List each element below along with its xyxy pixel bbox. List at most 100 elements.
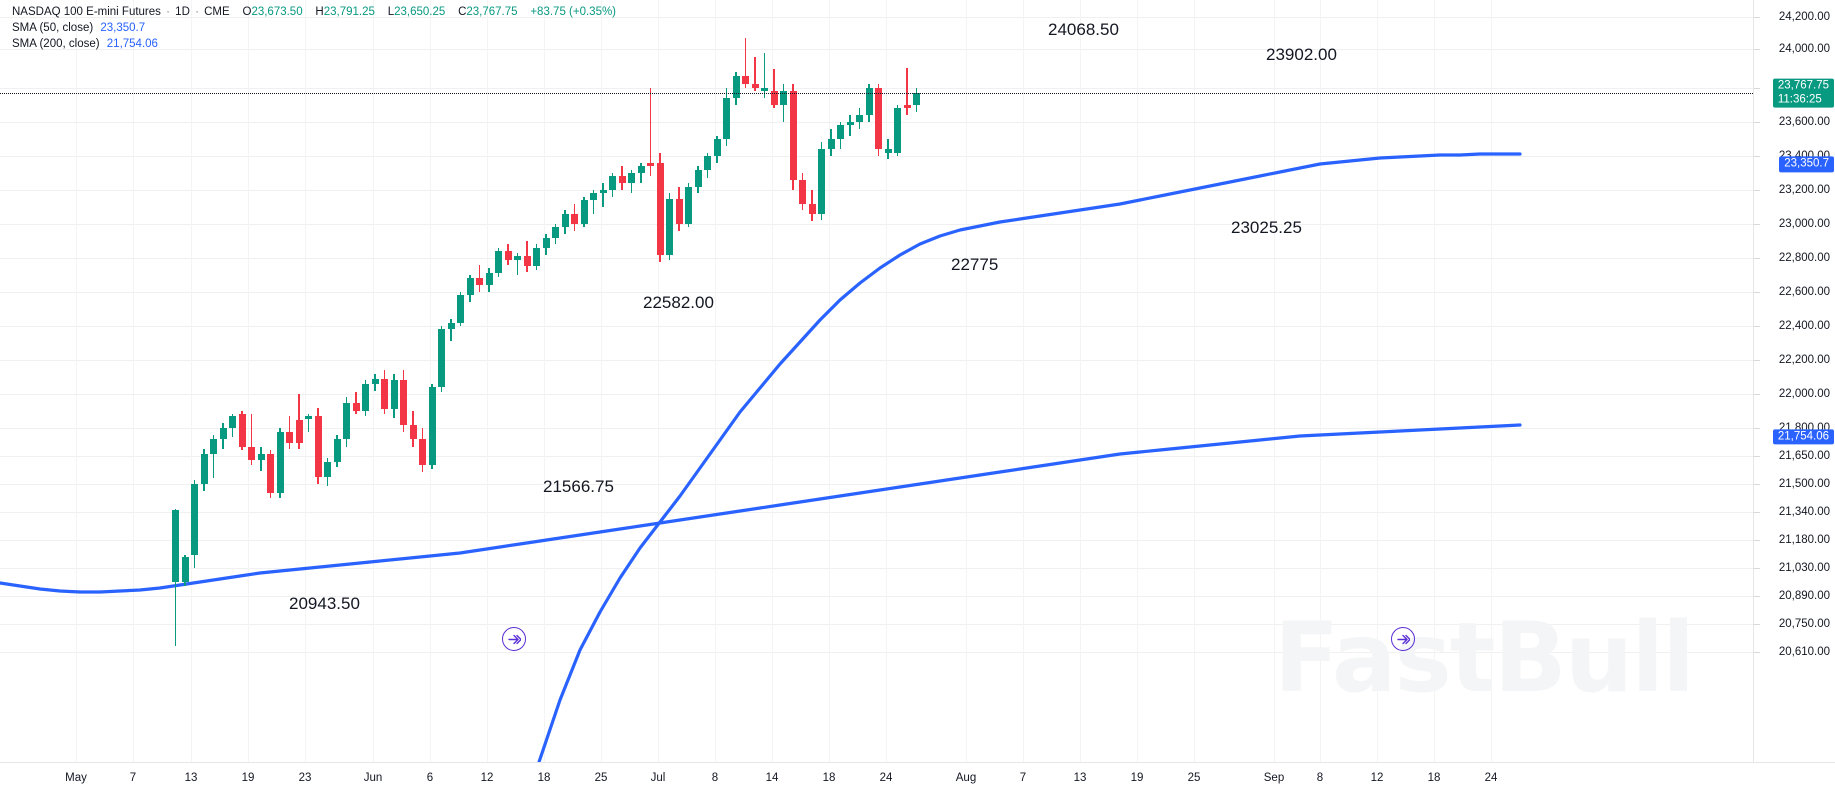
candle-body <box>704 156 711 170</box>
price-tick <box>1754 258 1760 259</box>
gridline-vertical <box>1137 0 1138 762</box>
candle-body <box>865 88 873 116</box>
gridline-vertical <box>76 0 77 762</box>
candle-body <box>618 176 626 184</box>
gridline-vertical <box>1023 0 1024 762</box>
annotation-22775: 22775 <box>951 255 999 274</box>
candle-body <box>884 149 892 153</box>
candle-wick <box>773 68 775 109</box>
gridline-vertical <box>430 0 431 762</box>
price-tick-label: 21,500.00 <box>1778 478 1830 490</box>
price-tick-label: 22,800.00 <box>1778 252 1830 264</box>
candle-wick <box>450 319 452 342</box>
interval-label[interactable]: 1D <box>175 6 190 18</box>
open-value: 23,673.50 <box>251 6 303 18</box>
gridline-horizontal <box>0 484 1753 485</box>
candlestick-plot-area[interactable]: FastBull 24068.50 23902.00 23025.25 22775 22… <box>0 0 1753 762</box>
legend-ohlc-row[interactable]: NASDAQ 100 E-mini Futures · 1D · CME O23… <box>12 4 616 20</box>
time-tick-label: 18 <box>822 772 836 784</box>
annotation-23025: 23025.25 <box>1231 218 1302 237</box>
gridline-vertical <box>248 0 249 762</box>
time-tick-label: 13 <box>184 772 198 784</box>
price-tick <box>1754 292 1760 293</box>
gridline-vertical <box>1320 0 1321 762</box>
candle-body <box>799 179 806 204</box>
candle-body <box>400 380 407 425</box>
gridline-vertical <box>1491 0 1492 762</box>
candle-wick <box>516 252 519 275</box>
candle-body <box>466 278 474 296</box>
sma50-label: SMA (50, close) <box>12 22 94 34</box>
fast-forward-marker-right[interactable] <box>1391 627 1415 651</box>
time-tick-label: 12 <box>480 772 494 784</box>
candle-body <box>533 247 540 267</box>
price-tick <box>1754 512 1760 513</box>
candle-body <box>723 98 730 139</box>
candle-body <box>172 510 179 582</box>
candle-body <box>685 186 692 224</box>
annotation-22582: 22582.00 <box>643 293 714 312</box>
candle-body <box>827 139 835 150</box>
last-price-badge[interactable]: 23,767.75 11:36:25 <box>1772 79 1834 108</box>
sma50-badge[interactable]: 23,350.7 <box>1779 156 1834 173</box>
price-tick <box>1754 156 1760 157</box>
high-label: H <box>315 6 324 18</box>
time-axis[interactable]: May 7 13 19 23 Jun 6 12 18 25 Jul 8 14 18 24 Aug 7 13 19 25… <box>0 762 1835 795</box>
candle-body <box>523 256 531 267</box>
sma-lines-overlay <box>0 152 1522 762</box>
time-tick-label: Jun <box>363 772 383 784</box>
candle-wick <box>307 414 310 432</box>
gridline-vertical <box>715 0 716 762</box>
sma200-badge[interactable]: 21,754.06 <box>1772 428 1834 445</box>
price-tick <box>1754 224 1760 225</box>
candle-body <box>210 439 217 455</box>
price-tick <box>1754 428 1760 429</box>
price-tick-label: 23,600.00 <box>1778 116 1830 128</box>
candle-body <box>903 105 911 109</box>
time-tick-label: 25 <box>594 772 608 784</box>
sma50-line <box>537 152 1522 762</box>
high-value: 23,791.25 <box>323 6 375 18</box>
candle-body <box>229 416 236 428</box>
price-tick-label: 22,600.00 <box>1778 286 1830 298</box>
gridline-vertical <box>191 0 192 762</box>
price-tick-label: 20,890.00 <box>1778 590 1830 602</box>
fast-forward-marker-left[interactable] <box>502 627 526 651</box>
gridline-vertical <box>487 0 488 762</box>
candle-body <box>580 200 588 224</box>
price-tick <box>1754 484 1760 485</box>
change-value: +83.75 (+0.35%) <box>530 6 617 18</box>
candle-body <box>542 237 550 248</box>
candle-body <box>628 173 635 184</box>
sma200-value: 21,754.06 <box>106 38 158 50</box>
candle-body <box>818 149 825 214</box>
candle-body <box>267 454 274 493</box>
gridline-vertical <box>1080 0 1081 762</box>
price-tick-label: 20,750.00 <box>1778 618 1830 630</box>
candle-body <box>808 203 816 214</box>
candle-body <box>504 251 512 260</box>
candle-body <box>751 84 759 88</box>
time-tick-label: 24 <box>879 772 893 784</box>
legend-sma50-row[interactable]: SMA (50, close) 23,350.7 <box>12 20 616 36</box>
gridline-vertical <box>601 0 602 762</box>
annotation-24068: 24068.50 <box>1048 20 1119 39</box>
candle-body <box>590 193 597 201</box>
price-axis[interactable]: 24,200.0024,000.0023,800.0023,600.0023,4… <box>1753 0 1835 762</box>
price-tick-label: 23,000.00 <box>1778 218 1830 230</box>
price-tick-label: 21,650.00 <box>1778 450 1830 462</box>
candle-body <box>314 416 322 477</box>
candle-body <box>181 556 189 582</box>
gridline-horizontal <box>0 156 1753 157</box>
candle-wick <box>754 56 756 92</box>
symbol-name[interactable]: NASDAQ 100 E-mini Futures <box>12 6 161 18</box>
candle-body <box>276 431 284 493</box>
time-tick-label: 12 <box>1370 772 1384 784</box>
badge-time: 11:36:25 <box>1777 93 1822 106</box>
gridline-horizontal <box>0 428 1753 429</box>
candle-body <box>495 251 502 274</box>
time-tick-label: 8 <box>1316 772 1324 784</box>
candle-body <box>694 169 702 187</box>
legend-sma200-row[interactable]: SMA (200, close) 21,754.06 <box>12 36 616 52</box>
